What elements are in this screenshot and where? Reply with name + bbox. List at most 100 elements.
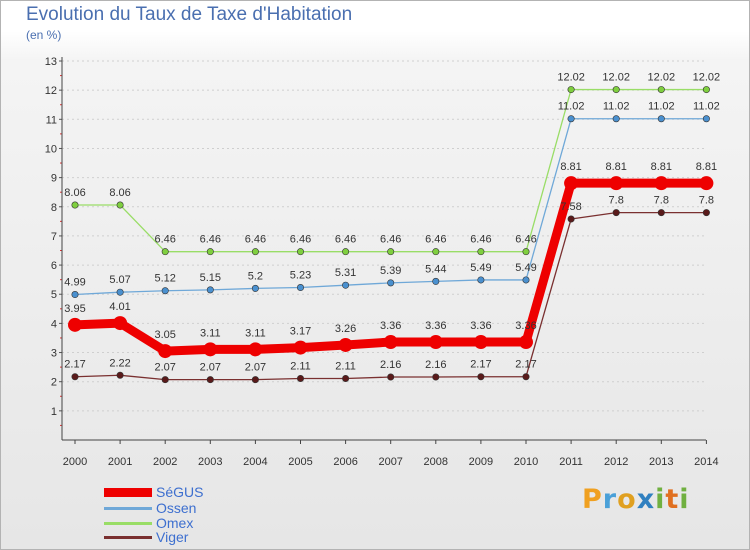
- data-point-segus: [519, 335, 533, 350]
- y-tick-label: 7: [51, 231, 57, 243]
- data-label-ossen: 5.49: [470, 262, 491, 274]
- data-point-viger: [657, 209, 665, 217]
- data-point-ossen: [432, 277, 440, 285]
- data-point-segus: [699, 176, 714, 191]
- data-label-segus: 3.95: [64, 303, 85, 315]
- y-tick-label: 13: [45, 56, 57, 68]
- data-point-segus: [68, 317, 82, 332]
- data-point-ossen: [387, 279, 395, 287]
- data-point-viger: [71, 373, 79, 381]
- data-point-viger: [387, 373, 395, 381]
- x-tick-label: 2008: [424, 456, 448, 468]
- data-point-segus: [203, 342, 218, 357]
- x-tick-label: 2004: [243, 456, 267, 468]
- data-point-segus: [338, 337, 353, 352]
- x-tick-label: 2006: [333, 456, 357, 468]
- data-label-ossen: 5.39: [380, 265, 401, 277]
- x-tick-label: 2009: [469, 456, 493, 468]
- data-label-ossen: 5.12: [154, 273, 175, 285]
- y-tick-label: 10: [45, 143, 57, 155]
- data-point-viger: [567, 215, 575, 223]
- y-tick-label: 2: [51, 377, 57, 389]
- data-label-omex: 12.02: [602, 72, 630, 84]
- logo-letter: o: [617, 484, 637, 515]
- data-label-segus: 3.17: [290, 326, 311, 338]
- data-point-ossen: [702, 115, 710, 123]
- data-label-ossen: 11.02: [603, 101, 630, 113]
- data-label-omex: 6.46: [200, 234, 221, 246]
- data-label-viger: 7.8: [609, 195, 624, 207]
- data-label-segus: 3.36: [515, 320, 536, 332]
- data-point-viger: [161, 376, 169, 384]
- logo-letter: t: [665, 484, 680, 515]
- legend-label-segus: SéGUS: [156, 484, 204, 500]
- x-tick-label: 2000: [63, 456, 87, 468]
- data-point-omex: [251, 248, 259, 256]
- data-label-viger: 2.16: [425, 359, 446, 371]
- logo-letter: P: [582, 484, 603, 515]
- data-point-ossen: [251, 284, 259, 292]
- y-tick-label: 11: [46, 114, 57, 126]
- data-point-viger: [342, 374, 350, 382]
- data-point-segus: [113, 316, 128, 331]
- data-label-viger: 2.07: [245, 362, 266, 374]
- legend-swatch-ossen: [104, 507, 152, 510]
- data-point-viger: [251, 376, 259, 384]
- data-label-segus: 8.81: [605, 161, 626, 173]
- data-point-segus: [383, 335, 398, 350]
- data-point-segus: [293, 340, 308, 355]
- data-label-omex: 12.02: [693, 72, 721, 84]
- data-label-viger: 7.58: [560, 201, 581, 213]
- legend-swatch-omex: [104, 522, 152, 525]
- data-point-omex: [206, 248, 214, 256]
- data-label-viger: 2.17: [64, 359, 85, 371]
- legend-swatch-viger: [104, 536, 152, 539]
- y-tick-label: 4: [51, 318, 57, 330]
- x-tick-label: 2013: [649, 456, 673, 468]
- legend-label-viger: Viger: [156, 529, 189, 545]
- x-tick-label: 2003: [198, 456, 222, 468]
- data-point-omex: [161, 248, 169, 256]
- x-tick-label: 2005: [288, 456, 312, 468]
- data-point-viger: [432, 373, 440, 381]
- data-label-segus: 8.81: [696, 161, 717, 173]
- data-label-omex: 12.02: [648, 72, 676, 84]
- y-tick-label: 8: [51, 202, 57, 214]
- data-label-viger: 2.17: [515, 359, 536, 371]
- logo-letter: x: [636, 484, 656, 515]
- data-label-viger: 2.22: [109, 357, 130, 369]
- data-point-segus: [428, 335, 443, 350]
- x-tick-label: 2001: [108, 456, 132, 468]
- data-point-segus: [158, 344, 173, 359]
- data-point-viger: [116, 371, 124, 379]
- data-point-viger: [612, 209, 620, 217]
- logo-letter: i: [655, 484, 666, 515]
- data-label-viger: 2.07: [200, 362, 221, 374]
- data-label-ossen: 11.02: [558, 101, 585, 113]
- data-label-ossen: 5.49: [515, 262, 536, 274]
- data-point-segus: [248, 342, 263, 357]
- data-point-omex: [702, 86, 710, 94]
- data-point-ossen: [477, 276, 485, 284]
- proxiti-logo: Proxiti: [582, 484, 690, 515]
- data-point-viger: [522, 373, 530, 381]
- logo-letter: i: [679, 484, 690, 515]
- x-tick-label: 2007: [378, 456, 402, 468]
- y-tick-label: 12: [45, 85, 57, 97]
- data-point-omex: [522, 248, 530, 256]
- data-label-ossen: 11.02: [693, 101, 720, 113]
- data-point-segus: [564, 176, 579, 191]
- data-point-omex: [477, 248, 485, 256]
- data-label-ossen: 5.2: [248, 270, 263, 282]
- data-label-segus: 3.36: [470, 320, 491, 332]
- x-tick-label: 2011: [559, 456, 583, 468]
- data-point-omex: [657, 86, 665, 94]
- data-point-omex: [432, 248, 440, 256]
- data-label-ossen: 5.07: [109, 274, 130, 286]
- y-tick-label: 6: [51, 260, 57, 272]
- data-label-viger: 2.07: [154, 362, 175, 374]
- legend-swatch-segus: [104, 488, 152, 497]
- data-label-ossen: 5.15: [200, 272, 221, 284]
